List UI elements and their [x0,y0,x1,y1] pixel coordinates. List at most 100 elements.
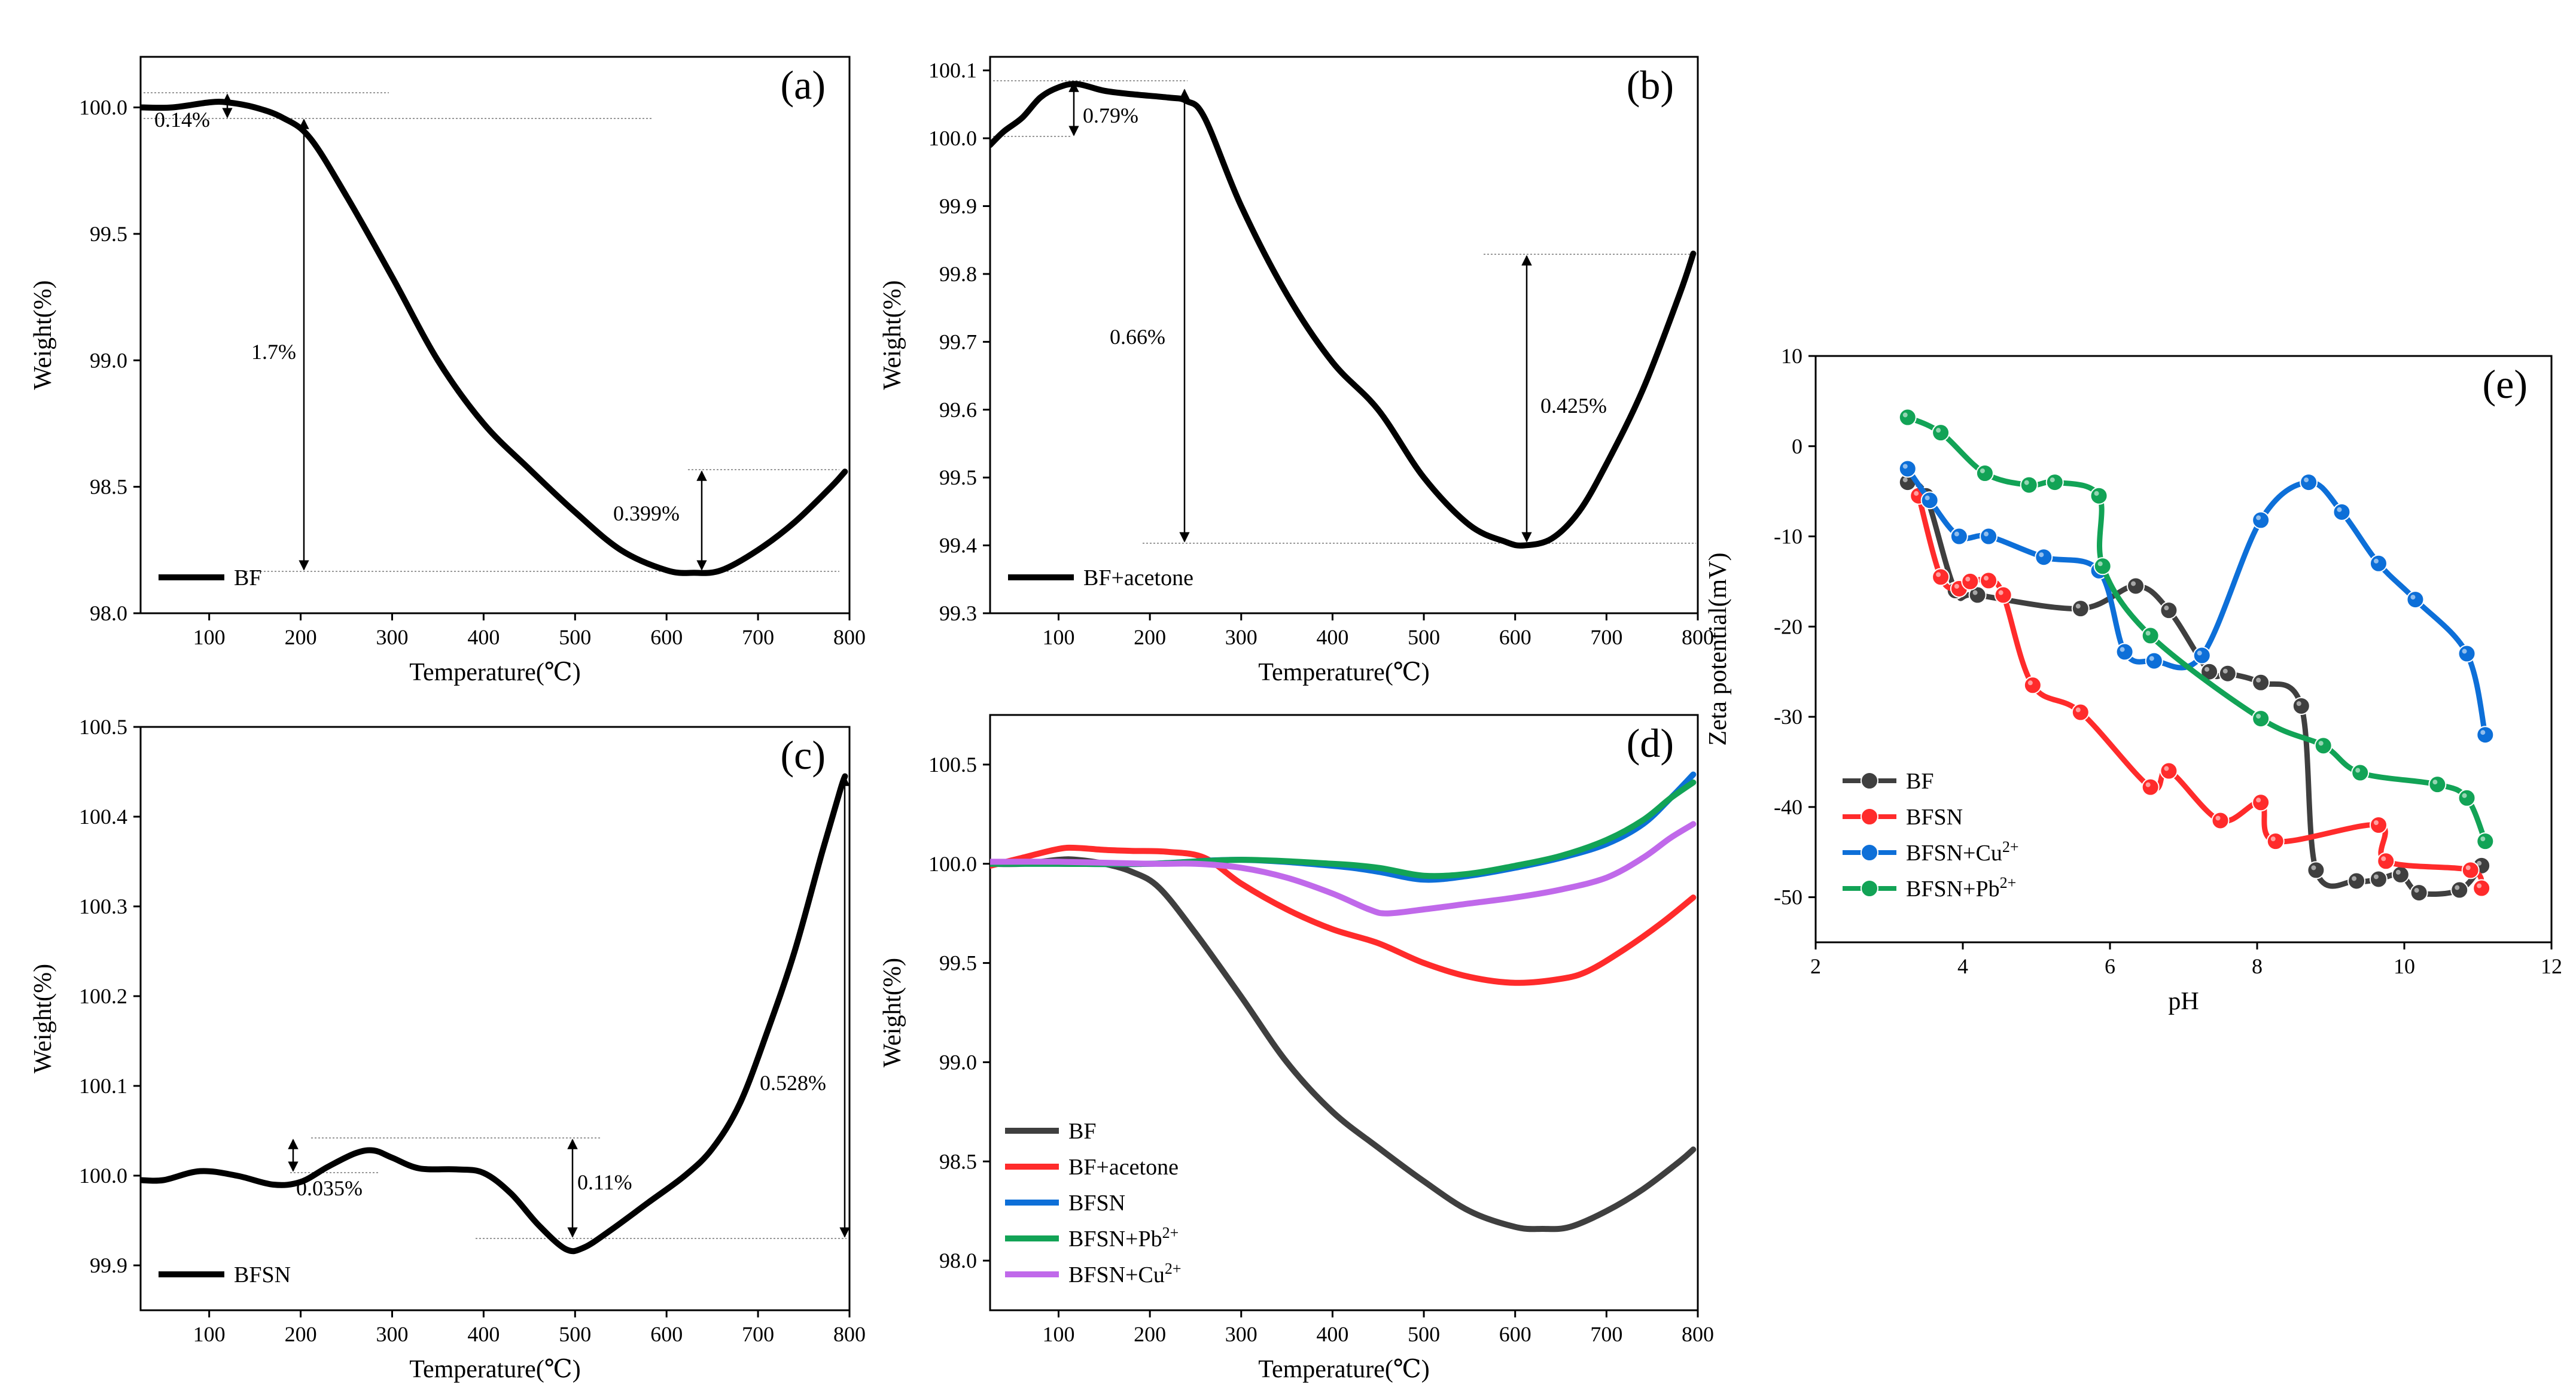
data-point [2450,881,2469,899]
data-point [2035,548,2053,567]
data-point [1968,586,1987,604]
data-point-highlight [2120,647,2125,652]
data-point [2252,793,2270,812]
data-point [2410,884,2428,902]
chart-panel-d: 100 200 300 400 500 600 700 800 98.0 98.5 99.0 99.5… [879,714,1714,1383]
legend-entry: BFSN [1068,1191,1125,1216]
annotation-label: 0.399% [613,501,680,525]
y-tick-label: 99.3 [939,601,977,625]
data-point [2252,673,2270,692]
x-tick-label: 300 [376,1322,408,1346]
x-tick-label: 100 [193,1322,226,1346]
chart-panel-a: 100 200 300 400 500 600 700 800 98.0 98.5 99.0 99.5… [29,56,866,686]
data-point [2045,473,2064,492]
data-point [2252,511,2270,529]
data-point-highlight [2270,836,2276,842]
data-point-highlight [2164,605,2169,611]
series-line-bf-acetone [990,81,1697,549]
data-point [2292,696,2310,715]
data-point-highlight [2145,782,2151,787]
data-point [2314,736,2333,755]
x-tick-label: 700 [1590,1322,1622,1346]
y-tick-label: 100.0 [79,1164,127,1188]
y-tick-label: 99.9 [90,1253,127,1277]
data-point [2369,816,2388,834]
x-tick-label: 4 [1957,954,1968,978]
data-point-highlight [2373,874,2379,879]
data-point-highlight [2094,491,2099,496]
data-point [2369,554,2388,573]
panel-label: (e) [2483,361,2528,407]
x-tick-label: 500 [1408,625,1440,649]
data-point [2461,861,2480,879]
plot-frame [989,714,1699,1311]
data-point-highlight [2215,815,2221,821]
data-point [2071,599,2090,618]
annotation-label: 0.425% [1540,394,1607,418]
x-tick-label: 200 [285,625,317,649]
data-point [2193,646,2211,665]
x-tick-label: 400 [1316,625,1348,649]
y-tick-label: 99.6 [939,398,977,422]
series-line-bfsn [1916,493,2484,891]
data-point-highlight [2311,865,2316,871]
x-tick-label: 500 [559,1322,591,1346]
data-point [1920,491,1939,510]
chart-panel-e: 2 4 6 8 10 12 -50 -40 -30 -20 -10 0 10 pH Zeta potenti… [1704,344,2562,1015]
data-point-highlight [2318,741,2324,746]
data-point-highlight [2355,768,2361,773]
data-point [1994,586,2012,604]
y-tick-label: 100.3 [79,894,127,918]
data-point [2351,763,2370,782]
data-point-highlight [2465,865,2471,871]
x-tick-label: 400 [467,1322,500,1346]
x-tick-label: 800 [833,625,866,649]
data-point [2071,703,2090,722]
data-point [1898,459,1917,478]
series-line-bfsn [141,773,848,1255]
y-tick-label: 100.4 [79,805,127,829]
x-tick-label: 100 [1042,1322,1074,1346]
x-tick-label: 200 [285,1322,317,1346]
data-point [2160,762,2178,780]
data-point [1975,464,1994,482]
data-point [2141,626,2160,645]
data-point-highlight [1980,468,1985,473]
annotation-label: 1.7% [251,340,296,364]
x-tick-label: 500 [1408,1322,1440,1346]
data-point-highlight [1914,491,1919,496]
series-line-bf-acetone [990,844,1697,986]
y-tick-label: 100.0 [928,126,977,150]
y-tick-label: 98.0 [939,1249,977,1273]
y-axis-title: Zeta potential(mV) [1704,552,1732,745]
legend-entry: BFSN+Cu2+ [1906,838,2019,866]
data-point-highlight [2222,668,2228,674]
panel-label: (c) [781,732,826,778]
data-point [2020,476,2038,494]
plot-frame [989,56,1699,614]
annotation-label: 0.14% [154,108,210,132]
data-point [1961,572,1980,591]
data-point [1932,568,1950,586]
annotation-label: 0.79% [1083,104,1138,127]
data-point-highlight [1902,477,1908,483]
data-point-highlight [1936,572,1941,577]
x-axis-title: Temperature(℃) [1258,1356,1430,1383]
x-tick-label: 100 [1042,625,1074,649]
x-tick-label: 700 [1590,625,1622,649]
series-line-bfsn-pb2- [1905,415,2488,844]
data-point-highlight [1902,412,1908,418]
x-tick-label: 300 [376,625,408,649]
data-point [2115,643,2134,661]
plot-frame [139,726,851,1311]
data-point [2458,644,2476,663]
x-tick-label: 600 [1499,1322,1531,1346]
y-tick-label: 100.2 [79,984,127,1008]
y-tick-label: 99.5 [939,465,977,489]
y-tick-label: 99.4 [939,534,977,558]
data-point-highlight [2075,707,2081,713]
x-tick-label: 300 [1225,1322,1257,1346]
data-point [2476,832,2495,851]
data-point-highlight [2477,860,2482,866]
y-axis-title: Weight(%) [29,964,57,1073]
